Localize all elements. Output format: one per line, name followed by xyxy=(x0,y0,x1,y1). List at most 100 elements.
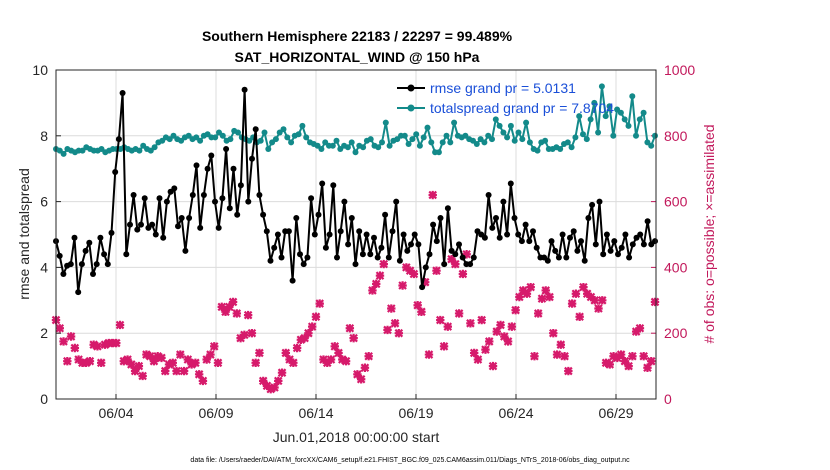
grid-lines xyxy=(56,69,656,400)
obs-marker xyxy=(198,376,208,386)
rmse-point xyxy=(127,221,133,228)
rmse-point xyxy=(411,231,418,238)
obs-marker xyxy=(176,350,185,359)
y-tick-label-left: 2 xyxy=(40,325,48,341)
rmse-point xyxy=(208,152,215,159)
rmse-point xyxy=(393,198,400,205)
rmse-point xyxy=(356,228,363,235)
rmse-point xyxy=(337,228,344,235)
obs-marker xyxy=(387,304,396,313)
rmse-point xyxy=(271,244,278,251)
x-tick-label: 06/24 xyxy=(498,405,533,421)
rmse-point xyxy=(189,192,196,198)
rmse-point xyxy=(326,231,333,238)
rmse-point xyxy=(570,228,577,235)
rmse-point xyxy=(433,238,440,245)
obs-marker xyxy=(292,343,302,353)
obs-marker xyxy=(420,277,430,287)
obs-marker xyxy=(552,350,562,359)
spread-point xyxy=(496,122,503,129)
rmse-point xyxy=(322,244,329,251)
rmse-point xyxy=(289,277,296,284)
obs-marker xyxy=(383,325,392,335)
spread-point xyxy=(652,132,658,139)
obs-marker xyxy=(447,254,456,264)
obs-marker xyxy=(360,363,370,373)
spread-point xyxy=(587,116,594,123)
rmse-point xyxy=(589,201,596,208)
spread-point xyxy=(299,122,306,129)
obs-marker xyxy=(100,340,110,349)
spread-point xyxy=(409,136,416,143)
obs-marker xyxy=(567,299,577,308)
rmse-point xyxy=(215,224,222,231)
spread-point xyxy=(591,99,598,106)
rmse-point xyxy=(315,211,322,218)
obs-marker xyxy=(142,350,151,359)
obs-marker xyxy=(296,335,306,345)
obs-marker xyxy=(466,319,475,328)
obs-marker xyxy=(251,358,260,368)
obs-marker xyxy=(413,300,422,310)
obs-marker xyxy=(270,383,279,392)
obs-marker xyxy=(304,328,313,338)
spread-point xyxy=(447,139,454,146)
spread-point xyxy=(523,119,530,126)
obs-marker xyxy=(458,269,468,279)
spread-point xyxy=(386,142,393,149)
x-tick-label: 06/04 xyxy=(98,405,133,421)
rmse-point xyxy=(308,195,315,202)
obs-marker xyxy=(500,332,509,341)
rmse-point xyxy=(274,231,281,238)
rmse-point xyxy=(430,221,437,228)
obs-marker xyxy=(130,366,140,376)
spread-point xyxy=(519,136,526,143)
rmse-point xyxy=(278,254,285,261)
obs-marker xyxy=(477,315,486,325)
spread-point xyxy=(344,144,351,151)
rmse-point xyxy=(90,271,96,277)
obs-marker xyxy=(59,337,68,346)
obs-marker xyxy=(273,376,283,386)
spread-point xyxy=(648,142,655,149)
rmse-point xyxy=(644,218,651,225)
rmse-point xyxy=(489,224,496,231)
obs-marker xyxy=(635,323,645,333)
obs-marker xyxy=(394,328,404,338)
spread-point xyxy=(405,141,412,147)
rmse-point xyxy=(467,261,474,268)
rmse-point xyxy=(563,254,570,261)
rmse-point xyxy=(186,215,193,221)
rmse-point xyxy=(112,169,119,175)
rmse-point xyxy=(97,234,104,241)
spread-point xyxy=(420,134,427,141)
rmse-point xyxy=(548,238,555,245)
rmse-point xyxy=(234,211,241,218)
obs-marker xyxy=(409,269,419,279)
rmse-point xyxy=(452,251,459,258)
spread-point xyxy=(416,142,423,149)
spread-point xyxy=(303,134,310,141)
spread-point xyxy=(636,116,643,123)
rmse-point xyxy=(171,185,178,192)
rmse-point xyxy=(385,254,392,261)
y-tick-label-right: 400 xyxy=(664,259,688,275)
spread-point xyxy=(572,134,579,141)
obs-marker xyxy=(518,286,528,295)
obs-marker xyxy=(172,366,181,376)
obs-marker xyxy=(511,305,520,315)
spread-point xyxy=(257,137,264,144)
spread-point xyxy=(280,126,287,133)
obs-marker xyxy=(643,363,652,373)
rmse-point xyxy=(115,136,122,143)
obs-marker xyxy=(605,360,615,369)
spread-point xyxy=(428,139,435,146)
obs-marker xyxy=(240,330,249,340)
rmse-point xyxy=(149,221,156,228)
obs-marker xyxy=(515,292,524,302)
spread-point xyxy=(272,136,279,143)
rmse-point xyxy=(341,198,348,205)
obs-marker xyxy=(417,307,426,317)
rmse-point xyxy=(415,241,422,248)
obs-marker xyxy=(368,286,377,295)
